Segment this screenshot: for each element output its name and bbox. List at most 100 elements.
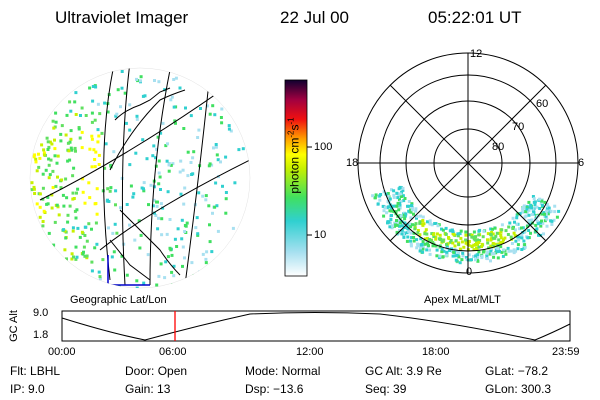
- emission-pixel: [178, 170, 182, 174]
- emission-pixel: [70, 148, 74, 152]
- emission-pixel: [164, 144, 168, 148]
- emission-pixel: [155, 147, 159, 151]
- emission-pixel: [185, 221, 189, 225]
- emission-pixel: [527, 206, 531, 210]
- emission-pixel: [459, 236, 463, 240]
- emission-pixel: [74, 257, 78, 261]
- emission-pixel: [411, 205, 414, 209]
- emission-pixel: [112, 150, 116, 154]
- emission-pixel: [448, 249, 451, 252]
- emission-pixel: [464, 230, 468, 234]
- emission-pixel: [61, 193, 65, 197]
- emission-pixel: [179, 159, 183, 163]
- emission-pixel: [413, 223, 417, 227]
- emission-pixel: [166, 142, 169, 146]
- emission-pixel: [172, 105, 176, 109]
- emission-pixel: [194, 226, 198, 230]
- emission-pixel: [386, 192, 390, 195]
- emission-pixel: [38, 205, 42, 209]
- emission-pixel: [440, 227, 443, 231]
- emission-pixel: [516, 212, 520, 216]
- emission-pixel: [172, 274, 176, 278]
- emission-pixel: [45, 202, 49, 206]
- emission-pixel: [398, 185, 402, 189]
- emission-pixel: [181, 168, 185, 172]
- emission-pixel: [420, 222, 424, 226]
- emission-pixel: [212, 146, 215, 150]
- emission-pixel: [451, 241, 455, 245]
- emission-pixel: [90, 269, 94, 273]
- altitude-ytick-1.8: 1.8: [33, 329, 49, 341]
- emission-pixel: [378, 194, 382, 198]
- emission-pixel: [450, 247, 454, 251]
- emission-pixel: [33, 192, 37, 195]
- emission-pixel: [475, 246, 478, 250]
- emission-pixel: [501, 240, 505, 244]
- emission-pixel: [525, 224, 529, 228]
- emission-pixel: [106, 187, 110, 191]
- emission-pixel: [400, 232, 404, 236]
- emission-pixel: [231, 226, 235, 230]
- emission-pixel: [114, 203, 117, 207]
- emission-pixel: [153, 211, 156, 215]
- emission-pixel: [191, 172, 195, 176]
- emission-pixel: [70, 252, 74, 256]
- emission-pixel: [428, 248, 431, 252]
- emission-pixel: [451, 232, 455, 236]
- emission-pixel: [97, 153, 101, 157]
- emission-pixel: [386, 200, 390, 204]
- emission-pixel: [403, 221, 407, 225]
- emission-pixel: [512, 231, 516, 235]
- emission-pixel: [213, 205, 217, 209]
- emission-pixel: [204, 257, 208, 261]
- emission-pixel: [85, 256, 89, 260]
- emission-pixel: [46, 195, 50, 199]
- emission-pixel: [167, 169, 171, 173]
- emission-pixel: [390, 226, 394, 230]
- emission-pixel: [172, 264, 176, 268]
- emission-pixel: [72, 197, 76, 200]
- latitude-line: [99, 159, 250, 251]
- emission-pixel: [415, 246, 419, 250]
- emission-pixel: [105, 199, 109, 203]
- emission-pixel: [471, 235, 475, 239]
- emission-pixel: [477, 233, 481, 237]
- emission-pixel: [135, 117, 139, 121]
- emission-pixel: [472, 230, 476, 234]
- emission-pixel: [409, 244, 413, 248]
- emission-pixel: [73, 146, 77, 150]
- emission-pixel: [133, 238, 137, 242]
- emission-pixel: [474, 235, 478, 239]
- emission-pixel: [392, 195, 396, 199]
- emission-pixel: [68, 204, 72, 208]
- emission-pixel: [395, 223, 399, 227]
- emission-pixel: [378, 198, 382, 202]
- emission-pixel: [175, 245, 179, 248]
- emission-pixel: [409, 210, 413, 214]
- emission-pixel: [509, 249, 513, 253]
- emission-pixel: [418, 233, 422, 237]
- emission-pixel: [52, 243, 56, 247]
- emission-pixel: [207, 204, 211, 208]
- emission-pixel: [425, 232, 429, 236]
- emission-pixel: [85, 239, 89, 243]
- emission-pixel: [30, 181, 34, 185]
- emission-pixel: [472, 248, 476, 252]
- emission-pixel: [401, 194, 405, 198]
- emission-pixel: [408, 222, 412, 226]
- emission-pixel: [397, 222, 401, 226]
- emission-pixel: [428, 237, 431, 241]
- emission-pixel: [168, 218, 172, 221]
- emission-pixel: [96, 140, 100, 144]
- emission-pixel: [407, 209, 411, 213]
- colorbar-tick-10: 10: [314, 229, 327, 241]
- emission-pixel: [480, 254, 484, 258]
- emission-pixel: [155, 204, 159, 208]
- emission-pixel: [511, 227, 515, 230]
- emission-pixel: [491, 232, 495, 236]
- emission-pixel: [106, 110, 110, 114]
- emission-pixel: [90, 111, 94, 115]
- emission-pixel: [65, 257, 68, 261]
- emission-pixel: [373, 196, 377, 200]
- emission-pixel: [181, 264, 184, 268]
